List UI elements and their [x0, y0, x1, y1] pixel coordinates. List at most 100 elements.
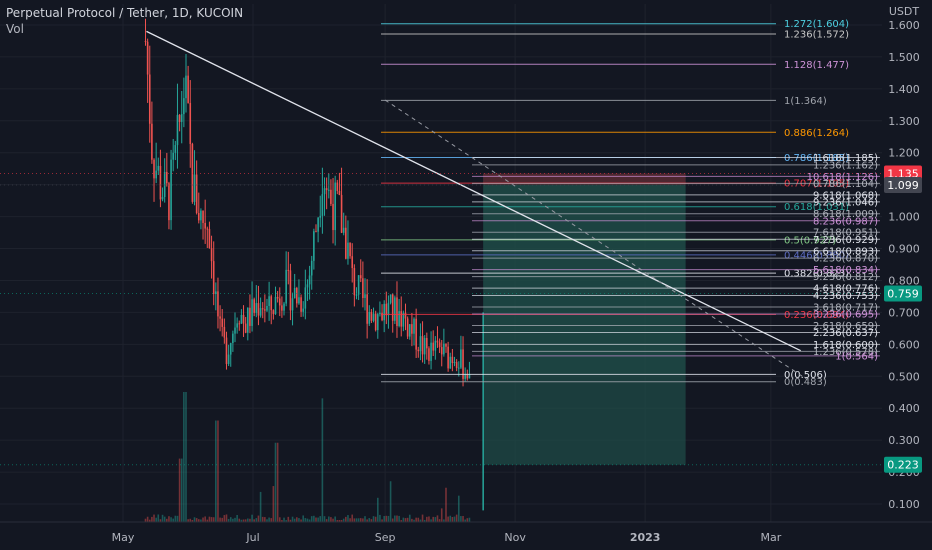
price-tag-value: 1.099	[887, 179, 919, 192]
fib-ext-label: 7.618(0.951)	[813, 228, 878, 239]
candle-body	[215, 291, 217, 294]
volume-bar	[462, 515, 464, 522]
candle-body	[423, 337, 426, 355]
volume-bar	[178, 458, 181, 522]
candle-body	[183, 98, 185, 115]
volume-bar	[338, 519, 341, 522]
candle-body	[304, 287, 307, 309]
volume-bar	[374, 516, 377, 522]
volume-bar	[274, 442, 277, 522]
candle-body	[362, 278, 364, 299]
candle-body	[195, 174, 198, 214]
volume-bar	[379, 514, 381, 522]
candle-body	[217, 291, 219, 317]
volume-bar	[180, 458, 183, 522]
volume-bar	[321, 398, 324, 522]
volume-bar	[191, 519, 194, 522]
volume-bar	[204, 516, 206, 522]
candle-body	[185, 75, 187, 99]
candle-body	[340, 194, 343, 233]
volume-bar	[413, 519, 415, 522]
volume-bar	[185, 392, 187, 522]
volume-bar	[426, 516, 428, 522]
price-tick-label: 1.500	[888, 51, 920, 64]
candle-body	[400, 311, 403, 327]
time-axis: May Jul Sep Nov 2023 Mar	[0, 521, 932, 544]
long-position	[482, 173, 686, 511]
candle-body	[455, 362, 458, 368]
volume-bar	[430, 519, 432, 522]
candle-body	[415, 318, 417, 350]
candle-body	[323, 188, 326, 195]
volume-bar	[257, 515, 260, 522]
volume-bar	[227, 518, 230, 522]
candle-body	[274, 296, 277, 315]
candle-body	[451, 356, 454, 364]
volume-bar	[278, 517, 281, 522]
fib-extension: 1.618(1.185)1.236(1.162)10.618(1.126)0.7…	[472, 153, 880, 362]
candle-body	[221, 318, 224, 327]
candle-body	[413, 318, 415, 334]
candle-body	[411, 324, 413, 334]
candle-body	[457, 367, 460, 369]
candle-body	[191, 143, 194, 202]
candle-body	[219, 316, 221, 319]
volume-bar	[291, 516, 294, 522]
price-tick-label: 1.400	[888, 83, 920, 96]
candle-body	[345, 227, 347, 259]
candle-body	[204, 222, 206, 229]
fib-ext-label: 1.236(1.162)	[813, 160, 878, 171]
volume-bar	[153, 514, 155, 522]
candle-body	[440, 347, 443, 355]
candle-body	[453, 362, 456, 364]
volume-bar	[187, 519, 189, 522]
volume-bar	[449, 515, 452, 522]
volume-bar	[325, 519, 328, 522]
volume-bar	[163, 516, 166, 522]
candle-body	[394, 297, 396, 321]
volume-bar	[376, 497, 379, 522]
fib-ext-label: 1.236(0.578)	[813, 347, 878, 358]
candle-body	[210, 248, 213, 262]
volume-bar	[202, 517, 204, 522]
candle-body	[178, 114, 181, 122]
candle-body	[255, 303, 258, 313]
volume-bar	[268, 517, 270, 522]
volume-bar	[289, 519, 292, 522]
candle-body	[374, 313, 377, 331]
volume-bar	[300, 519, 302, 522]
candle-body	[449, 356, 452, 369]
volume-bar	[310, 516, 313, 522]
time-tick-label: Nov	[504, 531, 526, 544]
volume-bar	[276, 442, 279, 522]
volume-bar	[362, 518, 364, 522]
candle-body	[338, 190, 341, 195]
price-axis-background	[882, 0, 932, 522]
volume-bar	[244, 519, 247, 522]
volume-bar	[308, 519, 311, 522]
time-tick-label: Mar	[760, 531, 781, 544]
price-tick-label: 1.300	[888, 115, 920, 128]
candle-body	[404, 312, 407, 319]
candle-body	[353, 268, 356, 296]
volume-bar	[387, 515, 390, 522]
candle-body	[276, 296, 279, 299]
fib-ext-label: 8.236(0.987)	[813, 216, 878, 227]
candle-body	[168, 183, 170, 221]
candle-body	[259, 308, 262, 316]
volume-bar	[270, 518, 273, 522]
candle-body	[376, 314, 379, 331]
candle-body	[336, 182, 339, 191]
candle-body	[406, 318, 409, 337]
candle-body	[176, 114, 179, 146]
volume-bar	[238, 518, 241, 522]
volume-bar	[455, 514, 458, 522]
volume-bar	[408, 514, 411, 522]
candle-body	[287, 269, 290, 271]
candle-body	[146, 41, 149, 75]
candle-body	[381, 312, 383, 321]
volume-bar	[357, 518, 360, 522]
volume-bar	[468, 517, 471, 522]
